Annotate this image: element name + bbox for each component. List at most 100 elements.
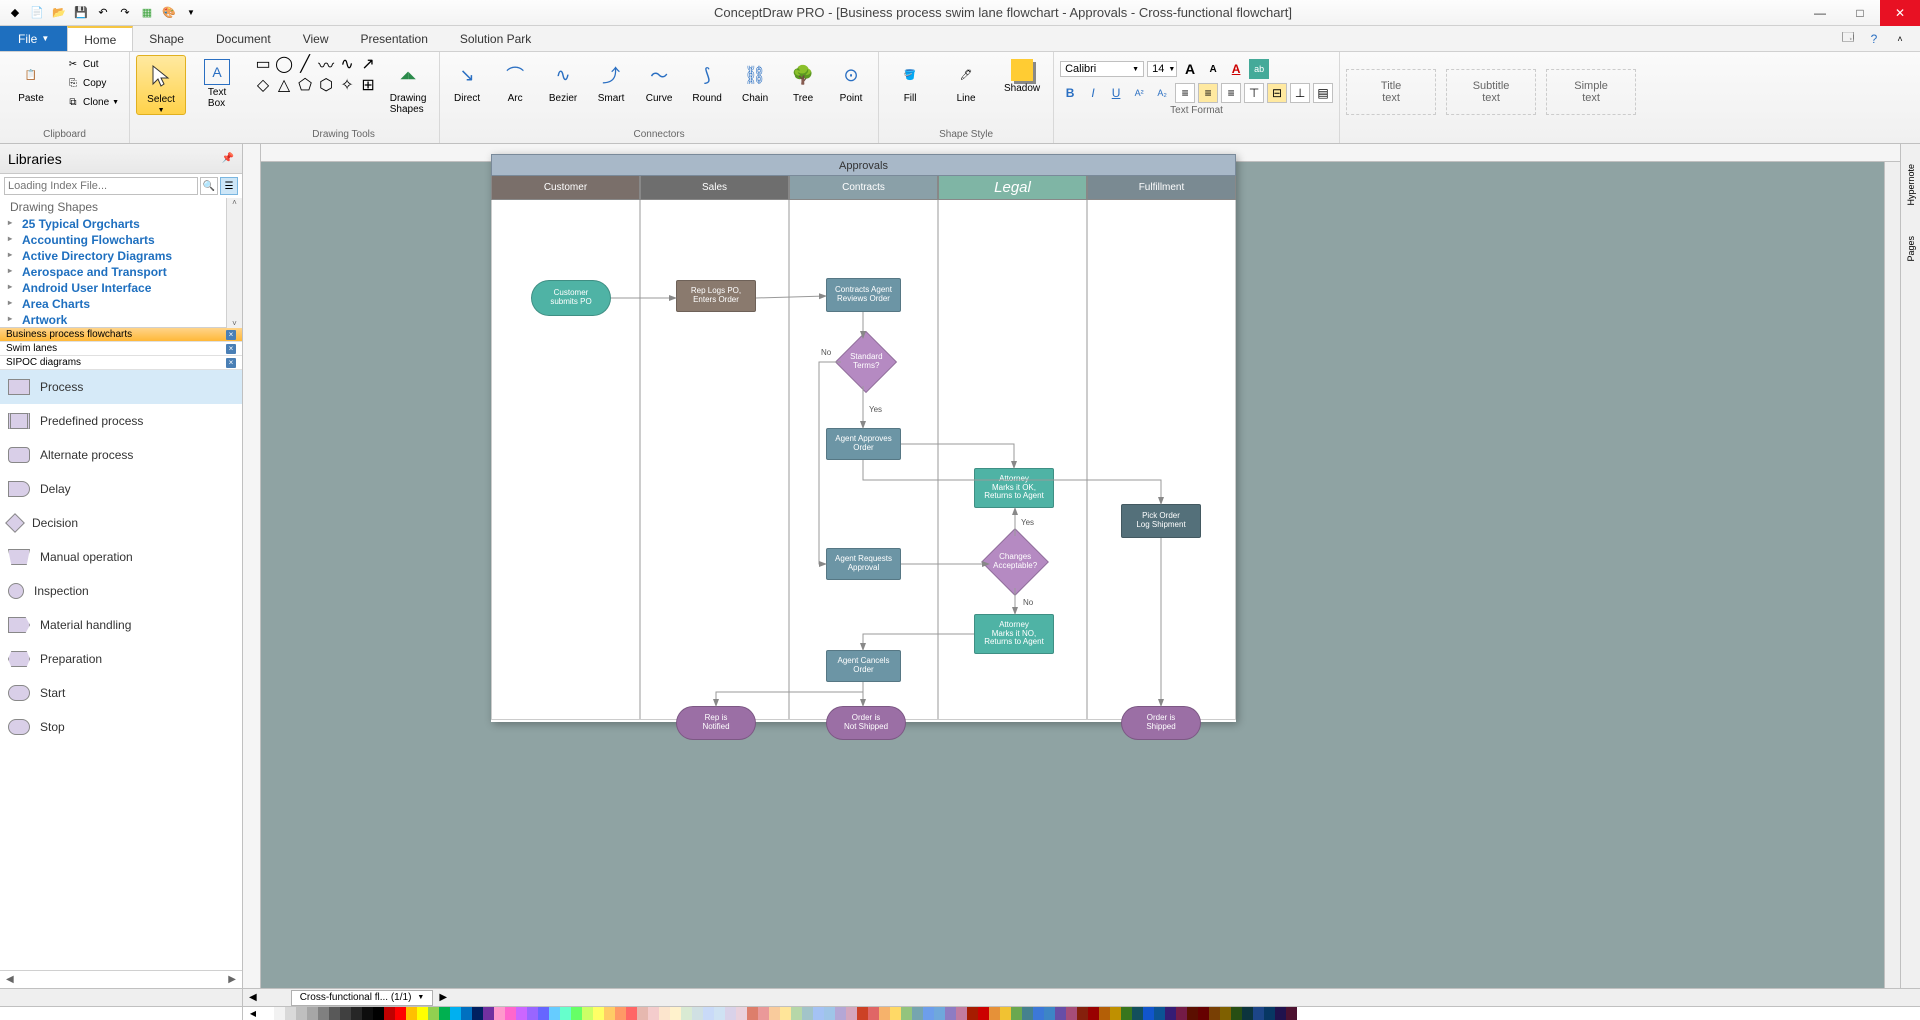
flowchart-node[interactable]: Agent Approves Order <box>826 428 901 460</box>
color-swatch[interactable] <box>351 1007 362 1020</box>
color-swatch[interactable] <box>307 1007 318 1020</box>
color-swatch[interactable] <box>912 1007 923 1020</box>
color-swatch[interactable] <box>362 1007 373 1020</box>
lane-column[interactable] <box>1087 200 1236 720</box>
flowchart-node[interactable]: Contracts Agent Reviews Order <box>826 278 901 312</box>
color-swatch[interactable] <box>1154 1007 1165 1020</box>
color-swatch[interactable] <box>593 1007 604 1020</box>
color-swatch[interactable] <box>527 1007 538 1020</box>
pin-icon[interactable]: 📌 <box>222 153 234 164</box>
color-swatch[interactable] <box>340 1007 351 1020</box>
color-swatch[interactable] <box>1220 1007 1231 1020</box>
color-swatch[interactable] <box>945 1007 956 1020</box>
color-swatch[interactable] <box>890 1007 901 1020</box>
color-swatch[interactable] <box>1187 1007 1198 1020</box>
flowchart-node[interactable]: Attorney Marks it NO, Returns to Agent <box>974 614 1054 654</box>
flowchart-node[interactable]: Order is Not Shipped <box>826 706 906 740</box>
close-icon[interactable]: × <box>226 358 236 368</box>
subtitle-text-button[interactable]: Subtitle text <box>1446 69 1536 115</box>
color-swatch[interactable] <box>1143 1007 1154 1020</box>
color-swatch[interactable] <box>296 1007 307 1020</box>
tree-item[interactable]: 25 Typical Orgcharts <box>0 216 242 232</box>
align-bottom-button[interactable]: ⊥ <box>1290 83 1310 103</box>
lane-header[interactable]: Fulfillment <box>1087 176 1236 200</box>
close-icon[interactable]: × <box>226 344 236 354</box>
color-swatch[interactable] <box>758 1007 769 1020</box>
color-swatch[interactable] <box>725 1007 736 1020</box>
window-icon[interactable]: 🗔 <box>1840 31 1856 47</box>
tree-connector-button[interactable]: 🌳Tree <box>782 55 824 104</box>
italic-button[interactable]: I <box>1083 83 1103 103</box>
library-strip[interactable]: Swim lanes× <box>0 342 242 356</box>
copy-button[interactable]: ⎘Copy <box>62 74 123 92</box>
lane-header[interactable]: Legal <box>938 176 1087 200</box>
close-button[interactable]: ✕ <box>1880 0 1920 26</box>
lane-column[interactable] <box>491 200 640 720</box>
color-swatch[interactable] <box>1022 1007 1033 1020</box>
color-swatch[interactable] <box>538 1007 549 1020</box>
color-swatch[interactable] <box>648 1007 659 1020</box>
flowchart-node[interactable]: Order is Shipped <box>1121 706 1201 740</box>
align-top-button[interactable]: ⊤ <box>1244 83 1264 103</box>
bezier-connector-button[interactable]: ∿Bezier <box>542 55 584 104</box>
qat-grid-icon[interactable]: ▦ <box>138 4 156 22</box>
tab-nav-prev[interactable]: ◀ <box>243 992 263 1003</box>
flowchart-node[interactable]: Rep is Notified <box>676 706 756 740</box>
color-swatch[interactable] <box>879 1007 890 1020</box>
vertical-scrollbar[interactable] <box>1884 162 1900 988</box>
curve-icon[interactable]: ∿ <box>338 55 356 73</box>
color-swatch[interactable] <box>989 1007 1000 1020</box>
ellipse-icon[interactable]: ◯ <box>275 55 293 73</box>
color-swatch[interactable] <box>1110 1007 1121 1020</box>
align-middle-button[interactable]: ⊟ <box>1267 83 1287 103</box>
tree-root[interactable]: Drawing Shapes <box>0 198 242 216</box>
color-swatch[interactable] <box>285 1007 296 1020</box>
color-swatch[interactable] <box>549 1007 560 1020</box>
curve-connector-button[interactable]: 〜Curve <box>638 55 680 104</box>
color-swatch[interactable] <box>516 1007 527 1020</box>
color-swatch[interactable] <box>329 1007 340 1020</box>
file-tab[interactable]: File ▼ <box>0 26 67 51</box>
maximize-button[interactable]: □ <box>1840 0 1880 26</box>
shape-list-item[interactable]: Stop <box>0 710 242 744</box>
textbox-button[interactable]: A Text Box <box>192 55 242 109</box>
tree-item[interactable]: Artwork <box>0 312 242 328</box>
side-tab-hypernote[interactable]: Hypernote <box>1906 164 1916 206</box>
shape-list-item[interactable]: Delay <box>0 472 242 506</box>
lane-header[interactable]: Sales <box>640 176 789 200</box>
color-swatch[interactable] <box>835 1007 846 1020</box>
search-icon[interactable]: 🔍 <box>200 177 218 195</box>
color-swatch[interactable] <box>1198 1007 1209 1020</box>
shape-list-item[interactable]: Decision <box>0 506 242 540</box>
color-swatch[interactable] <box>615 1007 626 1020</box>
shape-list-item[interactable]: Inspection <box>0 574 242 608</box>
color-swatch[interactable] <box>494 1007 505 1020</box>
qat-dropdown-icon[interactable]: ▼ <box>182 4 200 22</box>
shape-list-item[interactable]: Predefined process <box>0 404 242 438</box>
rect-icon[interactable]: ▭ <box>254 55 272 73</box>
subscript-button[interactable]: A₂ <box>1152 83 1172 103</box>
color-swatch[interactable] <box>1275 1007 1286 1020</box>
font-family-select[interactable]: Calibri▼ <box>1060 61 1144 77</box>
color-swatch[interactable] <box>472 1007 483 1020</box>
color-swatch[interactable] <box>461 1007 472 1020</box>
color-swatch[interactable] <box>439 1007 450 1020</box>
color-swatch[interactable] <box>747 1007 758 1020</box>
color-swatch[interactable] <box>1033 1007 1044 1020</box>
polyline-icon[interactable]: 〰 <box>317 55 335 73</box>
minimize-button[interactable]: — <box>1800 0 1840 26</box>
color-swatch[interactable] <box>923 1007 934 1020</box>
tree-item[interactable]: Active Directory Diagrams <box>0 248 242 264</box>
color-swatch[interactable] <box>626 1007 637 1020</box>
paste-button[interactable]: 📋 Paste <box>6 55 56 104</box>
color-swatch[interactable] <box>681 1007 692 1020</box>
superscript-button[interactable]: A² <box>1129 83 1149 103</box>
swimlane-title[interactable]: Approvals <box>491 154 1236 176</box>
color-swatch[interactable] <box>428 1007 439 1020</box>
side-tab-pages[interactable]: Pages <box>1906 236 1916 262</box>
color-swatch[interactable] <box>1286 1007 1297 1020</box>
grow-font-icon[interactable]: A <box>1180 59 1200 79</box>
simple-text-button[interactable]: Simple text <box>1546 69 1636 115</box>
align-center-button[interactable]: ≡ <box>1198 83 1218 103</box>
color-swatch[interactable] <box>802 1007 813 1020</box>
